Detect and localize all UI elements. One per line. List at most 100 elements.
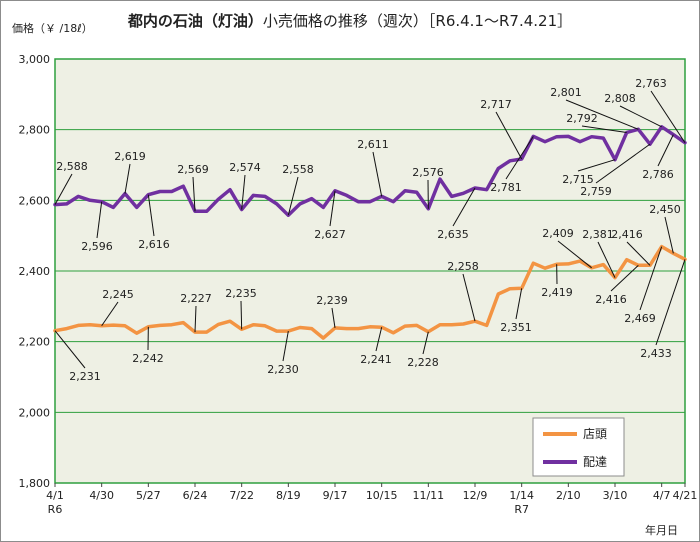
- y-tick-label: 2,000: [19, 406, 51, 419]
- data-label: 2,227: [180, 292, 212, 305]
- x-tick-label: 4/7: [653, 489, 671, 502]
- data-label: 2,616: [138, 238, 170, 251]
- data-label: 2,416: [611, 228, 643, 241]
- annotation-leader: [194, 305, 197, 333]
- annotation-leader: [329, 190, 336, 227]
- y-tick-label: 2,400: [19, 265, 51, 278]
- data-label: 2,558: [282, 163, 314, 176]
- data-label: 2,228: [407, 356, 439, 369]
- annotation-leader: [287, 176, 299, 216]
- x-tick-label: 8/19: [276, 489, 301, 502]
- x-tick-sublabel: R7: [514, 503, 529, 516]
- x-tick-label: 7/22: [229, 489, 254, 502]
- annotation-leader: [619, 105, 662, 128]
- annotation-leader: [595, 143, 651, 184]
- data-label: 2,763: [635, 77, 667, 90]
- data-label: 2,419: [541, 286, 573, 299]
- annotation-leader: [96, 201, 103, 239]
- chart-title-main: 都内の石油（灯油）: [127, 12, 263, 30]
- data-label: 2,245: [102, 288, 134, 301]
- x-tick-label: 5/27: [136, 489, 161, 502]
- legend-label: 配達: [583, 455, 607, 469]
- y-tick-label: 2,800: [19, 124, 51, 137]
- data-label: 2,239: [316, 294, 348, 307]
- annotation-leader: [240, 300, 243, 330]
- data-label: 2,635: [437, 228, 469, 241]
- data-label: 2,596: [81, 240, 113, 253]
- y-tick-label: 2,600: [19, 194, 51, 207]
- data-label: 2,450: [649, 203, 681, 216]
- annotation-leader: [597, 241, 616, 278]
- data-label: 2,469: [624, 312, 656, 325]
- data-label: 2,574: [229, 161, 261, 174]
- annotation-leader: [192, 176, 196, 212]
- data-label: 2,409: [542, 227, 574, 240]
- x-tick-label: 3/10: [603, 489, 628, 502]
- y-tick-label: 1,800: [19, 477, 51, 490]
- legend-label: 店頭: [583, 427, 607, 441]
- annotation-leader: [565, 99, 639, 130]
- data-label: 2,351: [500, 321, 532, 334]
- chart-subtitle: 小売価格の推移（週次）［R6.4.1～R7.4.21］: [262, 12, 573, 30]
- data-label: 2,792: [566, 112, 598, 125]
- annotation-leader: [655, 259, 686, 346]
- x-tick-label: 10/15: [366, 489, 398, 502]
- annotation-leader: [54, 330, 86, 369]
- annotation-leader: [422, 331, 429, 355]
- x-tick-label: 4/30: [89, 489, 114, 502]
- data-label: 2,611: [357, 138, 389, 151]
- annotation-leader: [626, 241, 651, 266]
- data-label: 2,786: [642, 168, 674, 181]
- annotation-leader: [147, 194, 155, 237]
- annotation-leader: [664, 216, 674, 254]
- x-tick-sublabel: R6: [48, 503, 63, 516]
- data-label: 2,781: [490, 181, 522, 194]
- data-label: 2,231: [69, 370, 101, 383]
- y-tick-label: 2,200: [19, 336, 51, 349]
- series-line-haitatsu: [53, 125, 687, 217]
- annotation-leader: [577, 159, 616, 172]
- annotation-leader: [54, 173, 73, 205]
- x-tick-label: 2/10: [556, 489, 581, 502]
- data-label: 2,235: [225, 287, 257, 300]
- legend-box: [532, 417, 625, 477]
- chart-title: 都内の石油（灯油）小売価格の推移（週次）［R6.4.1～R7.4.21］: [0, 10, 700, 31]
- data-label: 2,801: [550, 86, 582, 99]
- data-label: 2,230: [267, 363, 299, 376]
- data-label: 2,759: [580, 185, 612, 198]
- x-tick-label: 1/14: [509, 489, 534, 502]
- annotation-leader: [282, 330, 289, 362]
- data-label: 2,576: [412, 166, 444, 179]
- annotation-leader: [375, 327, 383, 352]
- annotation-leader: [581, 125, 627, 133]
- annotation-leader: [452, 187, 476, 227]
- annotation-leader: [557, 240, 592, 269]
- data-label: 2,717: [480, 98, 512, 111]
- data-label: 2,569: [177, 163, 209, 176]
- x-tick-label: 11/11: [412, 489, 444, 502]
- annotation-leader: [515, 288, 523, 320]
- annotation-leader: [657, 134, 674, 167]
- annotation-leader: [101, 301, 119, 327]
- data-label: 2,242: [132, 352, 164, 365]
- annotation-leader: [610, 264, 639, 292]
- x-tick-label: 12/9: [463, 489, 488, 502]
- data-label: 2,416: [595, 293, 627, 306]
- y-tick-label: 3,000: [19, 53, 51, 66]
- annotation-leader: [639, 246, 663, 311]
- annotation-leader: [331, 307, 336, 328]
- annotation-leader: [650, 90, 686, 144]
- annotation-leader: [241, 174, 246, 210]
- data-label: 2,808: [604, 92, 636, 105]
- data-label: 2,241: [360, 353, 392, 366]
- y-axis-label: 価格（￥ /18ℓ）: [12, 22, 93, 35]
- annotation-leader: [505, 136, 534, 180]
- data-label: 2,381: [582, 228, 614, 241]
- data-label: 2,715: [562, 173, 594, 186]
- annotation-leader: [495, 111, 523, 160]
- annotation-leader: [462, 273, 476, 322]
- annotation-leader: [124, 163, 131, 194]
- x-tick-label: 6/24: [183, 489, 208, 502]
- x-axis-label: 年月日: [645, 524, 678, 537]
